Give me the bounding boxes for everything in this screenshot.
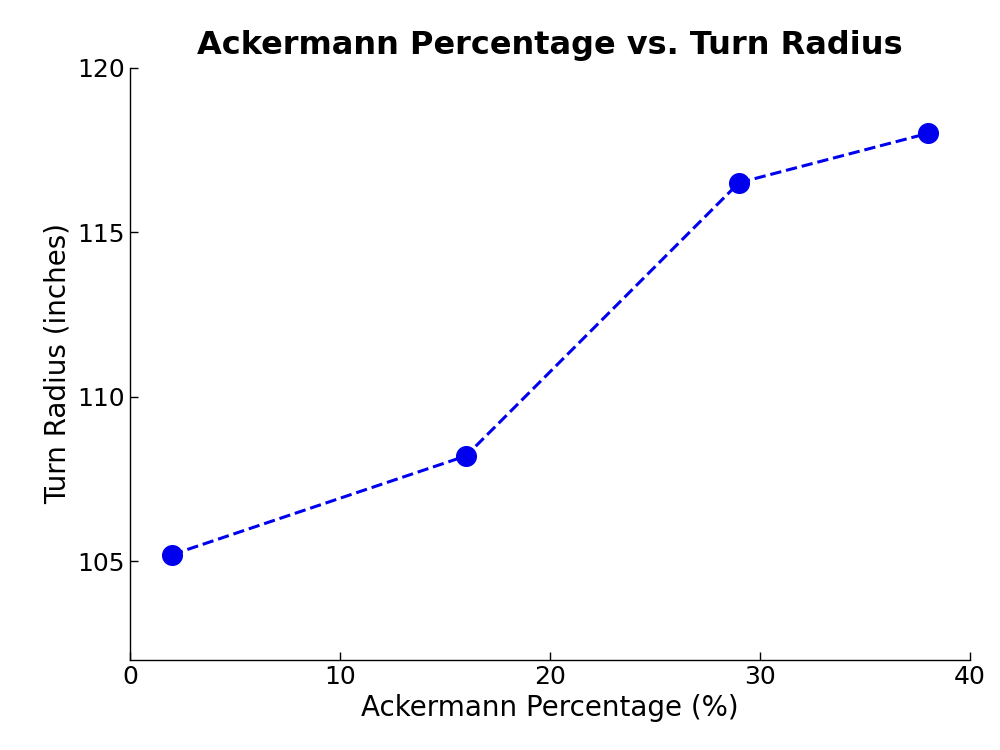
Point (164, 549, 180, 561)
X-axis label: Ackermann Percentage (%): Ackermann Percentage (%) (361, 694, 739, 722)
Point (458, 450, 474, 462)
Point (920, 128, 936, 140)
Y-axis label: Turn Radius (inches): Turn Radius (inches) (44, 224, 72, 504)
Point (731, 177, 747, 189)
Title: Ackermann Percentage vs. Turn Radius: Ackermann Percentage vs. Turn Radius (197, 29, 903, 61)
